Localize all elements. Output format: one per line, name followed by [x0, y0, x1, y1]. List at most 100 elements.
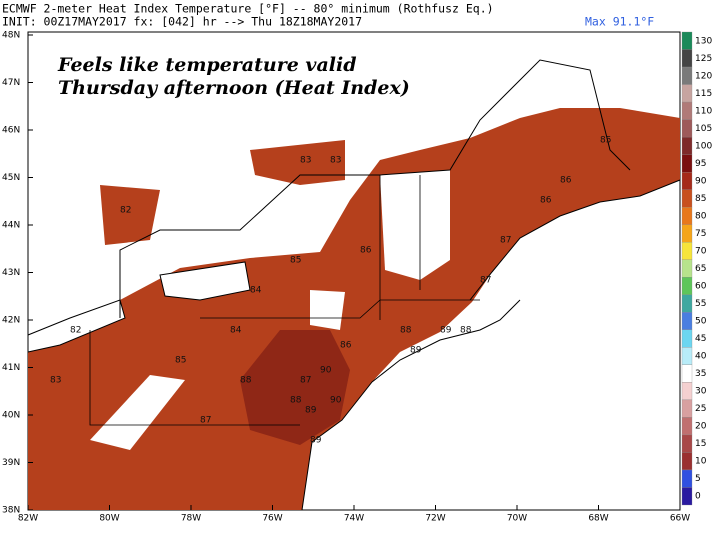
- map-value: 86: [540, 196, 552, 206]
- colorbar-label: 130: [695, 36, 712, 46]
- map-value: 90: [320, 366, 332, 376]
- cool-area: [380, 170, 450, 280]
- map-value: 82: [120, 206, 131, 216]
- heat-core: [240, 330, 350, 445]
- map-value: 86: [340, 341, 352, 351]
- lon-label: 68W: [588, 514, 608, 524]
- map-value: 87: [480, 276, 491, 286]
- map-value: 85: [290, 256, 301, 266]
- map-value: 87: [300, 376, 311, 386]
- colorbar-label: 100: [695, 141, 712, 151]
- map-value: 89: [440, 326, 452, 336]
- colorbar-label: 35: [695, 369, 706, 379]
- lon-label: 70W: [507, 514, 527, 524]
- colorbar-swatch: [681, 487, 693, 506]
- colorbar-label: 105: [695, 124, 712, 134]
- colorbar-label: 85: [695, 194, 706, 204]
- colorbar-label: 110: [695, 106, 712, 116]
- lat-label: 42N: [2, 316, 20, 326]
- colorbar-label: 50: [695, 317, 707, 327]
- map-value: 88: [240, 376, 252, 386]
- map-value: 86: [560, 176, 572, 186]
- colorbar-label: 125: [695, 54, 712, 64]
- colorbar-swatch: [681, 136, 693, 155]
- colorbar-swatch: [681, 294, 693, 313]
- state-lines: [89, 175, 480, 426]
- map-value: 83: [300, 156, 311, 166]
- colorbar-label: 10: [695, 457, 707, 467]
- lat-label: 44N: [2, 221, 20, 231]
- colorbar-swatch: [681, 242, 693, 260]
- map-value: 83: [50, 376, 61, 386]
- colorbar-label: 25: [695, 404, 706, 414]
- lon-label: 80W: [99, 514, 119, 524]
- map-value: 82: [70, 326, 81, 336]
- map-value: 88: [400, 326, 412, 336]
- overlay-text: Feels like temperature valid: [57, 54, 357, 76]
- lake-ontario: [159, 261, 251, 301]
- colorbar-label: 45: [695, 334, 706, 344]
- lon-label: 82W: [18, 514, 38, 524]
- lat-label: 47N: [2, 78, 20, 88]
- colorbar-label: 5: [695, 474, 701, 484]
- heat-patch: [100, 185, 160, 245]
- map-value: 85: [600, 136, 611, 146]
- colorbar-label: 60: [695, 282, 707, 292]
- map-value: 84: [230, 326, 242, 336]
- map-value: 83: [330, 156, 341, 166]
- colorbar-label: 40: [695, 352, 707, 362]
- colorbar-swatch: [681, 259, 693, 278]
- lat-label: 48N: [2, 31, 20, 41]
- heat-patch: [250, 140, 345, 185]
- colorbar-swatch: [681, 207, 693, 225]
- map-value: 88: [460, 326, 472, 336]
- map-value: 90: [330, 396, 342, 406]
- colorbar-swatch: [681, 399, 693, 418]
- colorbar-swatch: [681, 84, 693, 103]
- map-value: 86: [360, 246, 372, 256]
- lon-label: 76W: [262, 514, 282, 524]
- colorbar-swatch: [681, 119, 693, 138]
- colorbar-swatch: [681, 154, 693, 173]
- lat-label: 38N: [2, 506, 20, 516]
- colorbar-swatch: [681, 224, 693, 243]
- colorbar-swatch: [681, 66, 693, 85]
- map-value: 87: [500, 236, 511, 246]
- lat-label: 46N: [2, 126, 20, 136]
- colorbar-swatch: [681, 469, 693, 488]
- colorbar-swatch: [681, 277, 693, 295]
- lake-erie: [27, 299, 126, 353]
- colorbar-swatch: [681, 189, 693, 208]
- border: [119, 59, 631, 318]
- map-value: 88: [290, 396, 302, 406]
- colorbar-label: 30: [695, 387, 707, 397]
- colorbar-label: 15: [695, 439, 706, 449]
- colorbar-label: 75: [695, 229, 706, 239]
- colorbar-swatch: [681, 171, 693, 190]
- colorbar-swatch: [681, 417, 693, 436]
- map-value: 87: [200, 416, 211, 426]
- colorbar-label: 55: [695, 299, 706, 309]
- colorbar-label: 70: [695, 246, 707, 256]
- colorbar-swatch: [681, 347, 693, 366]
- coastline: [301, 299, 521, 511]
- coastline: [469, 179, 681, 301]
- colorbar-label: 115: [695, 89, 712, 99]
- colorbar-label: 65: [695, 264, 706, 274]
- lat-label: 43N: [2, 268, 20, 278]
- colorbar-label: 0: [695, 492, 701, 502]
- colorbar-swatch: [681, 312, 693, 330]
- lat-label: 45N: [2, 173, 20, 183]
- colorbar-swatch: [681, 31, 693, 50]
- lon-label: 74W: [344, 514, 364, 524]
- colorbar-swatch: [681, 49, 693, 68]
- lat-label: 41N: [2, 363, 20, 373]
- map-value: 85: [175, 356, 186, 366]
- title: ECMWF 2-meter Heat Index Temperature [°F…: [2, 2, 494, 16]
- lon-label: 72W: [425, 514, 445, 524]
- lat-label: 40N: [2, 411, 20, 421]
- colorbar-swatch: [681, 329, 693, 348]
- colorbar-swatch: [681, 364, 693, 383]
- max-value: Max 91.1°F: [585, 15, 654, 29]
